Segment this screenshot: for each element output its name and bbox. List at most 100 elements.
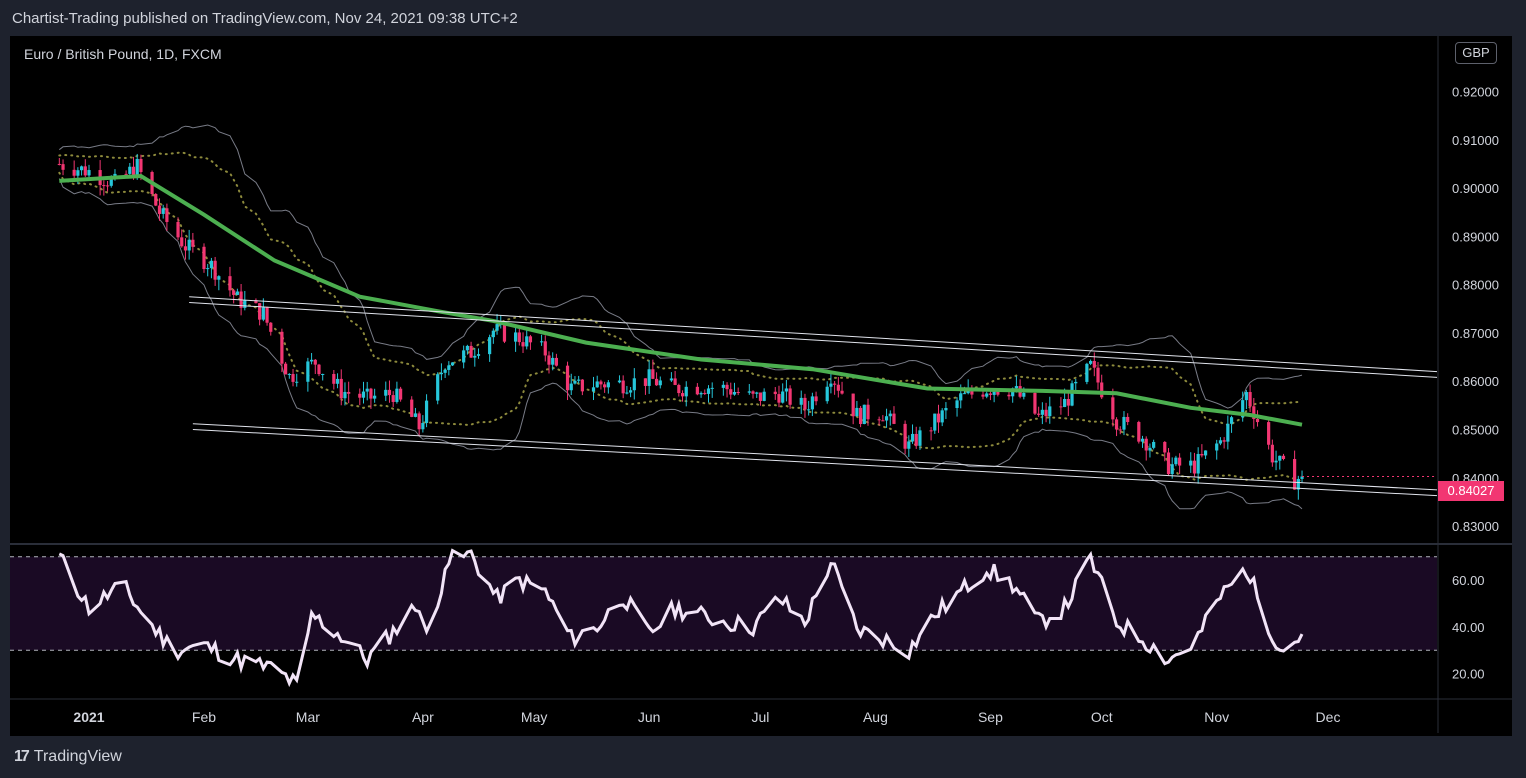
candle-body <box>884 416 889 421</box>
candle-body <box>335 378 340 384</box>
candle-body <box>907 441 911 449</box>
rsi-tick-label: 60.00 <box>1452 573 1485 588</box>
candle-body <box>339 378 343 399</box>
candle-body <box>332 373 336 384</box>
tradingview-logo[interactable]: 17 TradingView <box>14 748 122 766</box>
candle-body <box>1074 381 1078 384</box>
candle-body <box>799 397 803 405</box>
candle-body <box>680 393 685 397</box>
candle-body <box>421 422 425 430</box>
candle-body <box>914 433 918 446</box>
candle-body <box>135 158 139 178</box>
price-tick-label: 0.90000 <box>1452 181 1499 196</box>
candle-body <box>1014 386 1018 389</box>
candle-body <box>833 383 837 385</box>
candle-body <box>751 391 755 394</box>
price-tick-label: 0.91000 <box>1452 133 1499 148</box>
candle-body <box>810 396 814 410</box>
price-tick-label: 0.85000 <box>1452 423 1499 438</box>
candle-body <box>1066 398 1070 406</box>
time-tick-label: Sep <box>978 709 1003 725</box>
overlay-layer <box>59 173 1438 497</box>
candle-body <box>265 307 269 323</box>
candle-body <box>1203 450 1208 456</box>
candle-body <box>1222 440 1226 442</box>
candle-body <box>910 433 915 442</box>
tradingview-logo-icon: 17 <box>14 748 30 765</box>
candle-body <box>591 387 596 392</box>
candle-body <box>881 420 885 422</box>
candle-body <box>554 357 559 366</box>
candle-body <box>970 389 974 395</box>
candle-body <box>495 324 499 331</box>
candle-body <box>287 374 291 376</box>
candle-body <box>1040 409 1044 415</box>
candle-body <box>154 194 158 206</box>
price-tick-label: 0.92000 <box>1452 85 1499 100</box>
rsi-layer <box>10 548 1437 688</box>
candle-body <box>836 384 840 391</box>
candle-body <box>309 359 314 362</box>
candle-body <box>447 365 451 370</box>
candle-body <box>955 400 959 409</box>
candle-body <box>213 260 217 280</box>
candle-body <box>284 363 288 375</box>
candle-body <box>1114 419 1119 430</box>
candle-body <box>628 390 633 393</box>
candle-body <box>1270 444 1274 463</box>
candle-body <box>673 378 677 385</box>
time-tick-label: 2021 <box>73 709 104 725</box>
candle-body <box>1241 400 1245 418</box>
candle-body <box>450 362 455 366</box>
candle-body <box>918 430 922 446</box>
candle-body <box>1196 453 1200 474</box>
candle-body <box>1163 441 1167 453</box>
candle-body <box>851 393 855 417</box>
candle-body <box>966 389 970 394</box>
candle-body <box>621 380 625 394</box>
candle-body <box>758 392 763 401</box>
symbol-legend[interactable]: Euro / British Pound, 1D, FXCM <box>24 46 222 62</box>
candle-body <box>858 407 863 425</box>
candle-body <box>647 369 651 386</box>
candle-body <box>528 336 533 343</box>
candle-body <box>413 413 418 417</box>
candle-body <box>488 337 492 355</box>
currency-button[interactable]: GBP <box>1455 42 1497 64</box>
candle-body <box>1137 422 1141 442</box>
candle-body <box>654 378 659 386</box>
candle-body <box>877 419 881 421</box>
candle-body <box>940 410 944 423</box>
publish-text: Chartist-Trading published on TradingVie… <box>12 10 518 27</box>
candle-body <box>365 388 369 392</box>
time-tick-label: Mar <box>296 709 320 725</box>
sma-line <box>59 173 1303 427</box>
candle-body <box>1126 416 1130 423</box>
bollinger-lower <box>58 178 1303 510</box>
candle-body <box>603 384 607 388</box>
candle-body <box>139 158 143 173</box>
candle-body <box>1255 418 1260 423</box>
candle-body <box>1170 464 1174 475</box>
candle-body <box>1044 409 1048 417</box>
candle-body <box>840 390 844 394</box>
price-tick-label: 0.86000 <box>1452 374 1499 389</box>
candle-body <box>254 300 258 304</box>
candle-body <box>777 394 781 403</box>
rsi-line <box>58 548 1304 688</box>
channel-upper-line <box>189 296 1438 373</box>
candle-body <box>825 386 829 402</box>
candle-body <box>261 307 265 320</box>
candle-body <box>269 322 273 332</box>
candle-body <box>124 173 128 175</box>
candle-body <box>462 350 466 363</box>
candle-body <box>888 413 892 417</box>
candle-body <box>1092 360 1096 368</box>
candle-body <box>543 341 547 356</box>
candle-body <box>1088 360 1093 364</box>
candle-body <box>1048 406 1052 417</box>
candle-body <box>803 397 807 410</box>
candle-body <box>235 291 239 295</box>
candle-body <box>521 342 525 347</box>
